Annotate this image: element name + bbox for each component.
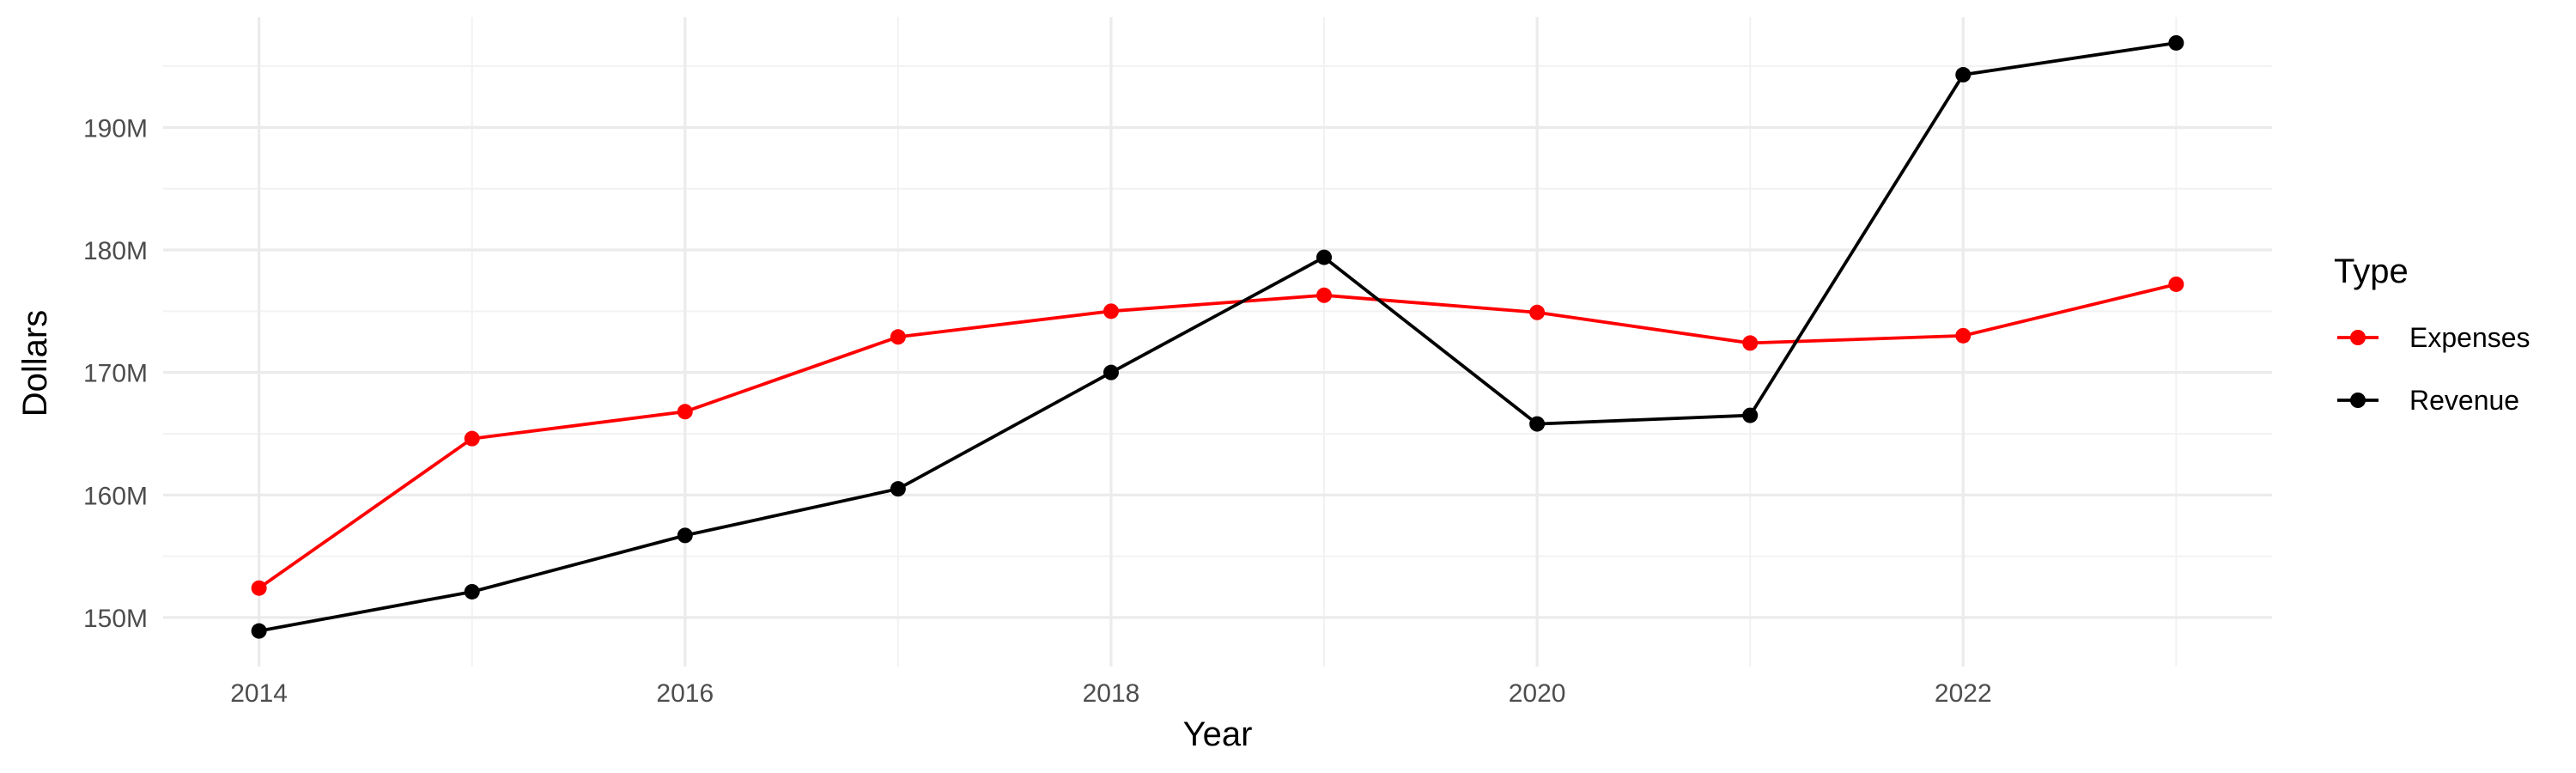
data-point-revenue	[1316, 249, 1333, 265]
y-tick-label: 160M	[83, 482, 148, 510]
legend-item-revenue: Revenue	[2337, 385, 2519, 416]
series-line-revenue	[257, 41, 2178, 633]
grid-lines	[163, 17, 2272, 666]
legend-key-point	[2350, 393, 2366, 408]
x-tick-label: 2022	[1935, 679, 1992, 708]
x-axis-title: Year	[1183, 715, 1253, 753]
series-line-expenses	[257, 283, 2178, 590]
x-tick-label: 2020	[1509, 679, 1566, 708]
legend-item-expenses: Expenses	[2337, 322, 2530, 353]
data-point-expenses	[1742, 335, 1759, 351]
legend-label: Revenue	[2409, 385, 2519, 416]
data-point-revenue	[251, 623, 267, 639]
legend-items: Expenses Revenue	[2337, 322, 2530, 416]
x-tick-label: 2016	[656, 679, 714, 708]
data-point-expenses	[2168, 276, 2184, 292]
data-point-revenue	[1103, 364, 1119, 380]
data-point-expenses	[677, 404, 693, 420]
data-point-expenses	[464, 430, 480, 447]
y-tick-label: 150M	[83, 605, 148, 633]
y-tick-label: 170M	[83, 360, 148, 388]
legend-label: Expenses	[2409, 322, 2530, 353]
series-points	[251, 34, 2184, 639]
data-point-revenue	[2168, 34, 2184, 51]
x-axis-ticks: 2014 2016 2018 2020 2022	[230, 679, 1991, 708]
data-point-expenses	[1316, 287, 1333, 303]
data-point-expenses	[1103, 303, 1119, 320]
data-point-revenue	[1955, 67, 1971, 83]
data-point-expenses	[1955, 327, 1971, 344]
y-axis-ticks: 150M 160M 170M 180M 190M	[83, 114, 148, 633]
x-tick-label: 2014	[230, 679, 288, 708]
data-point-revenue	[464, 583, 480, 600]
data-point-revenue	[890, 481, 906, 497]
legend-key-point	[2350, 330, 2366, 345]
y-axis-title: Dollars	[16, 310, 54, 417]
y-tick-label: 190M	[83, 114, 148, 143]
data-point-expenses	[1529, 304, 1546, 320]
legend-title: Type	[2334, 253, 2409, 290]
data-point-expenses	[890, 329, 906, 345]
data-point-revenue	[1529, 416, 1546, 432]
data-point-expenses	[251, 580, 267, 596]
x-tick-label: 2018	[1083, 679, 1140, 708]
data-point-revenue	[677, 527, 693, 544]
legend: Type Expenses Revenue	[2334, 253, 2530, 416]
series-lines	[257, 41, 2178, 633]
data-point-revenue	[1742, 407, 1759, 423]
y-tick-label: 180M	[83, 237, 148, 265]
